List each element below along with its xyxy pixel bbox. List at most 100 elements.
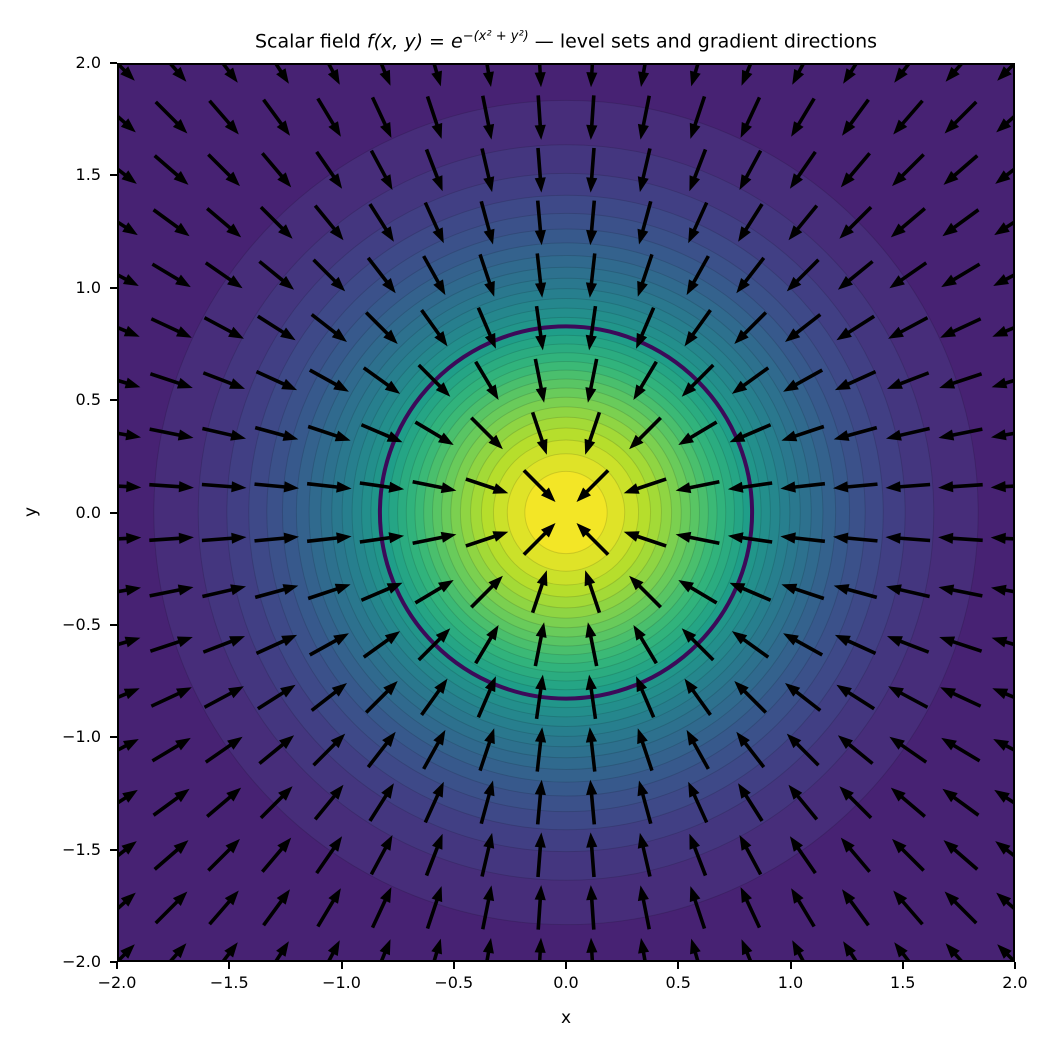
gradient-arrow — [368, 203, 394, 242]
gradient-arrow — [623, 477, 667, 494]
y-tick-mark — [110, 736, 117, 739]
gradient-arrow — [786, 733, 820, 767]
gradient-arrow — [888, 316, 929, 339]
x-tick-mark — [789, 962, 792, 969]
gradient-arrow — [939, 636, 983, 653]
gradient-arrow — [684, 678, 712, 716]
gradient-arrow — [997, 944, 1013, 960]
gradient-arrow — [637, 200, 653, 245]
y-tick-mark — [110, 848, 117, 851]
gradient-arrow — [843, 65, 858, 84]
contour-quiver-canvas — [119, 65, 1013, 960]
gradient-arrow — [637, 780, 653, 825]
gradient-arrow — [370, 887, 392, 929]
gradient-arrow — [533, 358, 547, 403]
gradient-arrow — [534, 779, 546, 825]
gradient-arrow — [885, 481, 931, 493]
gradient-arrow — [255, 370, 298, 391]
gradient-arrow — [310, 313, 347, 342]
gradient-arrow — [206, 207, 242, 238]
gradient-arrow — [259, 786, 293, 820]
gradient-arrow — [420, 678, 448, 716]
gradient-arrow — [308, 633, 349, 657]
gradient-arrow — [940, 687, 982, 708]
gradient-arrow — [153, 154, 189, 185]
gradient-arrow — [479, 200, 495, 245]
gradient-arrow — [119, 789, 138, 805]
gradient-arrow — [152, 788, 190, 817]
gradient-arrow — [690, 65, 701, 87]
title-equals: = — [423, 30, 452, 53]
x-tick-label: 1.0 — [777, 973, 804, 992]
gradient-arrow — [119, 377, 141, 389]
gradient-arrow — [149, 636, 193, 653]
gradient-arrow — [939, 372, 983, 389]
gradient-arrow — [422, 255, 446, 296]
chart-title: Scalar field f(x, y) = e−(x² + y²) — lev… — [117, 29, 1015, 52]
gradient-arrow — [637, 728, 654, 772]
gradient-arrow — [262, 98, 290, 136]
gradient-arrow — [688, 201, 709, 244]
gradient-arrow — [169, 65, 187, 82]
gradient-arrow — [840, 837, 871, 873]
x-tick-label: −1.0 — [322, 973, 361, 992]
gradient-arrow — [359, 481, 405, 493]
gradient-arrow — [740, 96, 762, 138]
gradient-arrow — [941, 737, 981, 763]
gradient-arrow — [629, 416, 662, 450]
gradient-arrow — [151, 262, 191, 288]
gradient-arrow — [420, 309, 448, 347]
gradient-arrow — [414, 420, 454, 445]
gradient-arrow — [151, 737, 191, 763]
gradient-arrow — [727, 532, 773, 544]
gradient-arrow — [204, 261, 243, 289]
gradient-arrow — [202, 584, 246, 599]
gradient-arrow — [833, 425, 878, 441]
y-tick-label: 2.0 — [75, 53, 101, 72]
gradient-arrow — [482, 938, 494, 960]
gradient-arrow — [678, 420, 718, 445]
gradient-arrow — [938, 481, 983, 493]
gradient-arrow — [307, 424, 351, 442]
gradient-arrow — [274, 65, 289, 84]
gradient-arrow — [586, 65, 598, 88]
gradient-arrow — [119, 739, 139, 752]
gradient-arrow — [423, 781, 444, 824]
gradient-arrow — [785, 683, 822, 712]
gradient-arrow — [312, 733, 346, 767]
gradient-arrow — [585, 727, 597, 772]
gradient-arrow — [379, 939, 391, 960]
gradient-arrow — [327, 65, 340, 85]
gradient-arrow — [201, 532, 247, 544]
gradient-arrow — [995, 168, 1013, 184]
gradient-arrow — [781, 424, 825, 442]
gradient-arrow — [991, 377, 1013, 389]
gradient-arrow — [119, 273, 139, 286]
gradient-arrow — [149, 584, 194, 598]
gradient-arrow — [207, 153, 240, 187]
gradient-arrow — [221, 65, 238, 83]
gradient-arrow — [938, 584, 983, 598]
gradient-arrow — [261, 152, 292, 188]
gradient-arrow — [890, 207, 926, 238]
gradient-arrow — [781, 583, 825, 601]
gradient-arrow — [534, 937, 546, 960]
gradient-arrow — [942, 208, 980, 237]
gradient-arrow — [119, 481, 142, 493]
y-tick-label: 0.5 — [75, 390, 101, 410]
gradient-arrow — [207, 838, 240, 872]
gradient-arrow — [786, 258, 820, 292]
y-tick-label: −1.5 — [62, 839, 101, 859]
gradient-arrow — [993, 273, 1013, 286]
x-tick-label: 0.0 — [553, 973, 579, 992]
gradient-arrow — [208, 890, 239, 926]
gradient-arrow — [586, 147, 598, 193]
gradient-arrow — [780, 481, 826, 493]
gradient-arrow — [530, 570, 548, 614]
gradient-arrow — [313, 204, 344, 241]
gradient-arrow — [636, 676, 656, 718]
gradient-arrow — [893, 99, 924, 135]
gradient-arrow — [791, 97, 816, 137]
gradient-arrow — [889, 736, 928, 764]
gradient-arrow — [789, 150, 817, 189]
